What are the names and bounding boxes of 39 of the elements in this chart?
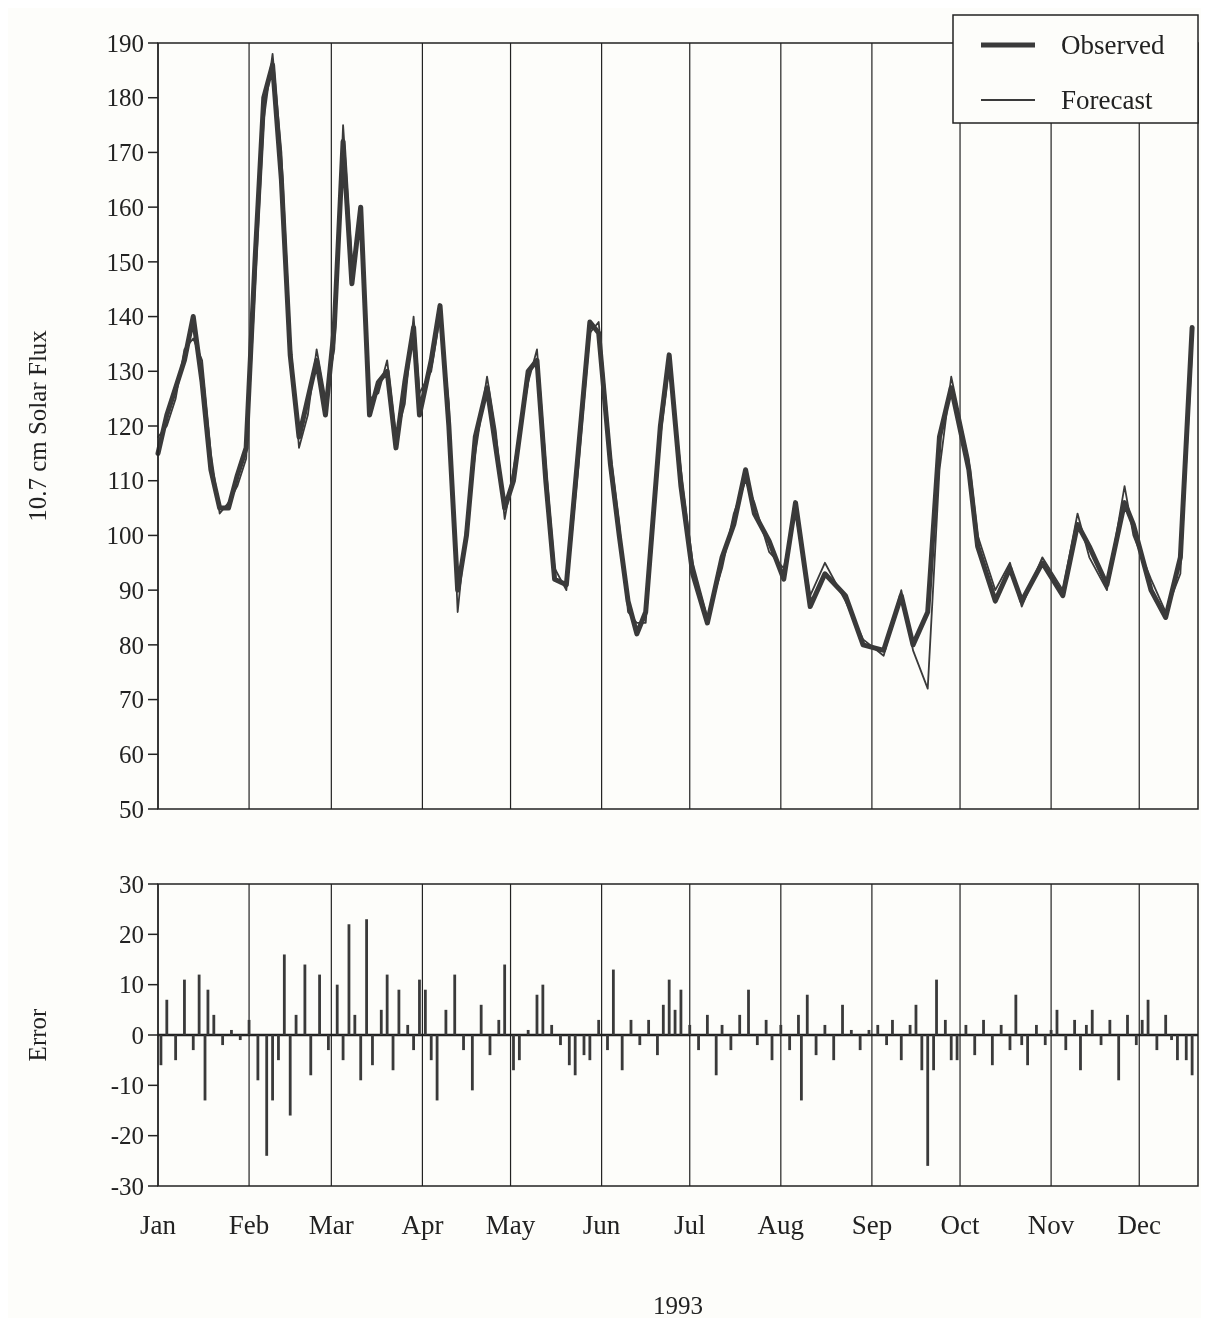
x-tick-label: Dec: [1117, 1210, 1161, 1240]
x-tick-label: Aug: [757, 1210, 805, 1240]
x-tick-label: Feb: [228, 1210, 270, 1240]
y-axis-title: Error: [24, 1007, 51, 1062]
y-tick-label: -10: [110, 1072, 144, 1100]
x-tick-label: Oct: [940, 1210, 981, 1240]
y-tick-label: 130: [106, 358, 144, 386]
y-tick-label: 120: [106, 412, 144, 440]
x-tick-label: Jul: [673, 1210, 706, 1240]
y-tick-label: 20: [119, 921, 144, 949]
y-tick-label: 190: [106, 29, 144, 57]
y-tick-label: 70: [119, 686, 144, 714]
y-tick-label: 180: [106, 84, 144, 112]
y-tick-label: 60: [119, 741, 144, 769]
y-tick-label: 160: [106, 193, 144, 221]
y-axis-title: 10.7 cm Solar Flux: [24, 329, 51, 522]
y-tick-label: 100: [106, 522, 144, 550]
x-axis-title: 1993: [653, 1292, 703, 1319]
y-tick-label: 110: [107, 467, 144, 495]
x-tick-label: Sep: [851, 1210, 893, 1240]
legend-label: Observed: [1061, 30, 1165, 61]
y-tick-label: 170: [106, 139, 144, 167]
y-tick-label: 140: [106, 303, 144, 331]
x-tick-label: Apr: [401, 1210, 444, 1240]
legend-label: Forecast: [1061, 85, 1153, 116]
y-tick-label: 50: [119, 795, 144, 823]
y-tick-label: 10: [119, 971, 144, 999]
y-tick-label: 150: [106, 248, 144, 276]
x-tick-label: Nov: [1027, 1210, 1075, 1240]
y-tick-label: 0: [131, 1021, 144, 1049]
x-tick-label: May: [485, 1210, 536, 1240]
x-tick-label: Jan: [140, 1210, 177, 1240]
x-tick-label: Mar: [308, 1210, 354, 1240]
y-tick-label: 80: [119, 631, 144, 659]
y-tick-label: -20: [110, 1122, 144, 1150]
y-tick-label: 30: [119, 870, 144, 898]
y-tick-label: 90: [119, 576, 144, 604]
x-tick-label: Jun: [582, 1210, 621, 1240]
y-tick-label: -30: [110, 1172, 144, 1200]
